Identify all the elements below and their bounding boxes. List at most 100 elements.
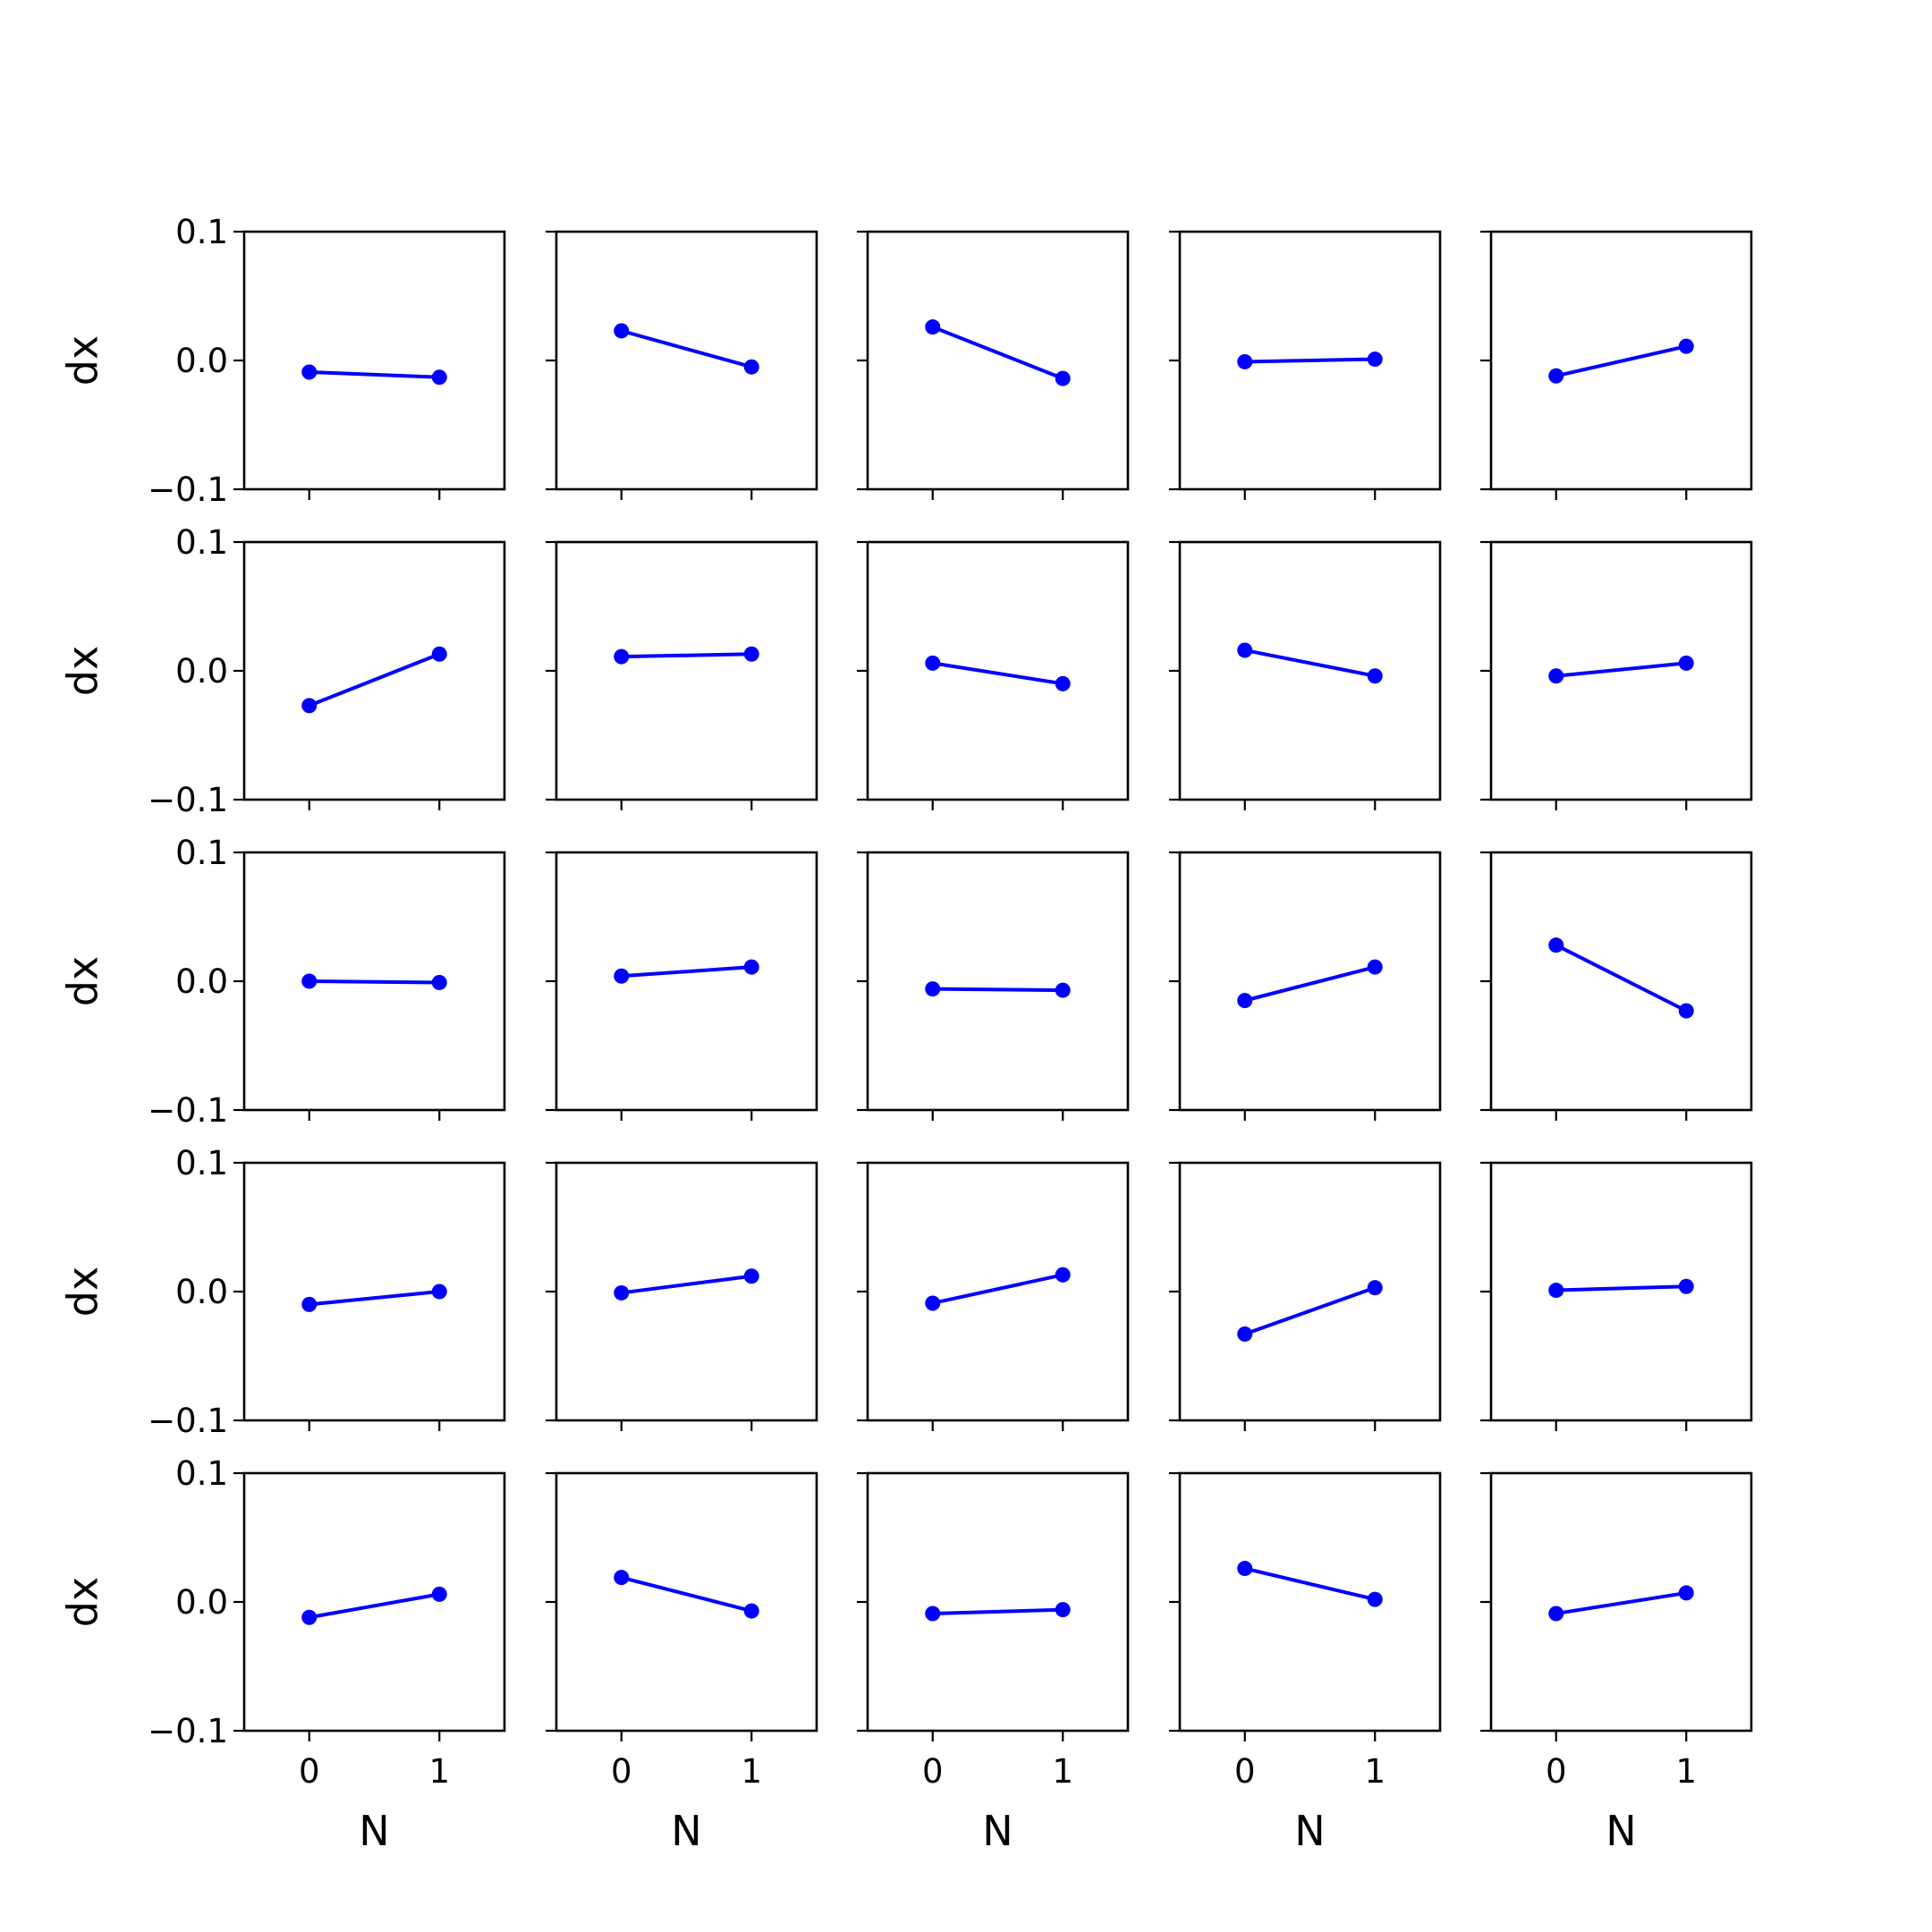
subplot-r1-c1: 0.1 0.0 −0.1 dx	[59, 213, 506, 509]
y-tick-label: −0.1	[148, 1712, 228, 1750]
series-line	[932, 325, 1063, 381]
x-tick-label: 0	[1546, 1752, 1567, 1791]
data-point	[925, 1606, 941, 1622]
data-point	[614, 1570, 630, 1586]
series-line	[309, 1592, 440, 1620]
y-tick-label: 0.1	[175, 834, 228, 872]
subplot-r4-c2	[546, 1161, 818, 1431]
subplot-r5-c3: 0 1N	[857, 1471, 1130, 1855]
data-point	[1237, 1326, 1253, 1343]
data-point	[614, 968, 630, 984]
subplot-r1-c4	[1169, 230, 1442, 500]
series-line	[621, 328, 752, 369]
data-point	[925, 319, 941, 335]
data-point	[431, 1284, 447, 1300]
series-line	[1555, 1284, 1687, 1292]
subplot-r4-c3	[857, 1161, 1130, 1431]
subplot-r5-c1: 0.1 0.0 −0.1 0 1 dx N	[59, 1454, 506, 1855]
data-point	[743, 1603, 759, 1619]
data-point	[1237, 993, 1253, 1009]
series-line	[621, 1575, 752, 1614]
x-tick-label: 0	[1234, 1752, 1256, 1791]
data-point	[1678, 338, 1694, 354]
data-point	[1055, 1602, 1071, 1618]
subplot-r2-c5	[1480, 540, 1753, 810]
x-axis-label: N	[982, 1807, 1013, 1855]
data-point	[1237, 642, 1253, 658]
data-point	[1548, 1283, 1564, 1299]
data-point	[301, 973, 318, 989]
data-point	[1678, 1278, 1694, 1294]
series-line	[621, 1274, 752, 1295]
series-line	[932, 661, 1063, 686]
subplot-r4-c1: 0.1 0.0 −0.1 dx	[59, 1144, 506, 1440]
data-point	[925, 981, 941, 997]
y-tick-label: 0.1	[175, 523, 228, 562]
subplot-r4-c4	[1169, 1161, 1442, 1431]
y-tick-label: 0.0	[175, 1583, 228, 1622]
data-point	[925, 655, 941, 671]
subplot-r3-c2	[546, 851, 818, 1121]
y-axis-label: dx	[59, 646, 107, 696]
series-line	[1244, 357, 1376, 364]
subplot-r3-c4	[1169, 851, 1442, 1121]
x-tick-label: 0	[922, 1752, 944, 1791]
data-point	[1237, 1561, 1253, 1577]
y-tick-label: 0.1	[175, 213, 228, 251]
data-point	[743, 1268, 759, 1284]
series-line	[309, 1290, 440, 1307]
x-tick-label: 1	[428, 1752, 450, 1791]
series-line	[1555, 1590, 1687, 1615]
data-point	[1055, 982, 1071, 998]
y-axis-label: dx	[59, 956, 107, 1006]
x-tick-label: 0	[611, 1752, 632, 1791]
series-line	[309, 979, 440, 985]
data-point	[1678, 1585, 1694, 1601]
y-tick-label: 0.0	[175, 652, 228, 691]
data-point	[1367, 668, 1383, 684]
y-tick-label: −0.1	[148, 1091, 228, 1130]
data-point	[743, 646, 759, 662]
subplot-r2-c3	[857, 540, 1130, 810]
series-line	[1244, 1285, 1376, 1336]
series-line	[932, 1273, 1063, 1305]
x-tick-label: 1	[1364, 1752, 1385, 1791]
series-line	[621, 965, 752, 979]
subplot-r2-c1: 0.1 0.0 −0.1 dx	[59, 523, 506, 819]
series-line	[1555, 661, 1687, 678]
y-tick-label: 0.0	[175, 1273, 228, 1311]
series-line	[309, 652, 440, 708]
data-point	[1367, 959, 1383, 975]
series-line	[1244, 648, 1376, 678]
subplot-r3-c1: 0.1 0.0 −0.1 dx	[59, 834, 506, 1130]
data-point	[743, 359, 759, 375]
data-point	[1678, 1003, 1694, 1019]
y-tick-label: −0.1	[148, 781, 228, 819]
series-line	[932, 1607, 1063, 1615]
y-tick-label: 0.1	[175, 1144, 228, 1182]
data-point	[1055, 370, 1071, 386]
y-tick-label: 0.1	[175, 1454, 228, 1493]
data-point	[301, 364, 318, 380]
data-point	[431, 1586, 447, 1602]
series-line	[309, 369, 440, 379]
data-point	[1367, 1591, 1383, 1607]
data-point	[1548, 1606, 1564, 1622]
subplot-r5-c2: 0 1 N	[546, 1471, 818, 1855]
series-line	[1555, 344, 1687, 378]
subplot-grid: 0.10.0−0.1dx0.10.0−0.1dx0.10.0−0.1dx0.10…	[59, 213, 1753, 1855]
subplot-r1-c2	[546, 230, 818, 500]
subplot-r5-c4: 0 1N	[1169, 1471, 1442, 1855]
subplot-r2-c4	[1169, 540, 1442, 810]
data-point	[301, 1296, 318, 1312]
data-point	[743, 959, 759, 975]
series-line	[1555, 943, 1688, 1013]
series-line	[621, 652, 752, 659]
data-point	[431, 974, 447, 990]
data-point	[614, 648, 630, 665]
x-tick-label: 0	[299, 1752, 320, 1791]
series-line	[1244, 965, 1376, 1003]
data-point	[1548, 937, 1564, 953]
series-line	[1244, 1566, 1376, 1602]
